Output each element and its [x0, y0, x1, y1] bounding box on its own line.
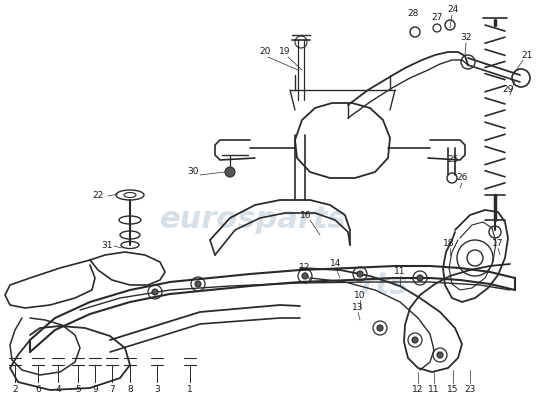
Circle shape [357, 271, 363, 277]
Text: 15: 15 [447, 386, 459, 394]
Text: 5: 5 [75, 386, 81, 394]
Text: 23: 23 [464, 386, 476, 394]
Text: 17: 17 [492, 238, 504, 248]
Text: 20: 20 [259, 48, 271, 56]
Text: 1: 1 [187, 386, 193, 394]
Circle shape [152, 289, 158, 295]
Text: 7: 7 [109, 386, 115, 394]
Circle shape [437, 352, 443, 358]
Text: 22: 22 [92, 190, 103, 200]
Circle shape [417, 275, 423, 281]
Text: 13: 13 [352, 304, 364, 312]
Circle shape [412, 337, 418, 343]
Text: 16: 16 [300, 210, 312, 220]
Text: 10: 10 [354, 292, 366, 300]
Circle shape [195, 281, 201, 287]
Text: 24: 24 [447, 6, 459, 14]
Text: 29: 29 [502, 86, 514, 94]
Text: rts: rts [360, 270, 408, 300]
Text: eurosparts: eurosparts [160, 206, 346, 234]
Text: 31: 31 [101, 240, 113, 250]
Text: 12: 12 [412, 386, 424, 394]
Text: 28: 28 [408, 8, 419, 18]
Text: 14: 14 [331, 258, 342, 268]
Circle shape [302, 273, 308, 279]
Text: 21: 21 [521, 50, 533, 60]
Text: 27: 27 [431, 14, 443, 22]
Text: 4: 4 [55, 386, 61, 394]
Text: 12: 12 [299, 264, 311, 272]
Text: 11: 11 [394, 268, 406, 276]
Text: 19: 19 [279, 48, 291, 56]
Text: 26: 26 [456, 174, 468, 182]
Circle shape [225, 167, 235, 177]
Text: 8: 8 [127, 386, 133, 394]
Text: 18: 18 [443, 238, 455, 248]
Text: 9: 9 [92, 386, 98, 394]
Text: 32: 32 [460, 34, 472, 42]
Text: 11: 11 [428, 386, 440, 394]
Text: 2: 2 [12, 386, 18, 394]
Text: 30: 30 [187, 168, 199, 176]
Text: 25: 25 [447, 156, 459, 164]
Text: 3: 3 [154, 386, 160, 394]
Circle shape [377, 325, 383, 331]
Text: 6: 6 [35, 386, 41, 394]
